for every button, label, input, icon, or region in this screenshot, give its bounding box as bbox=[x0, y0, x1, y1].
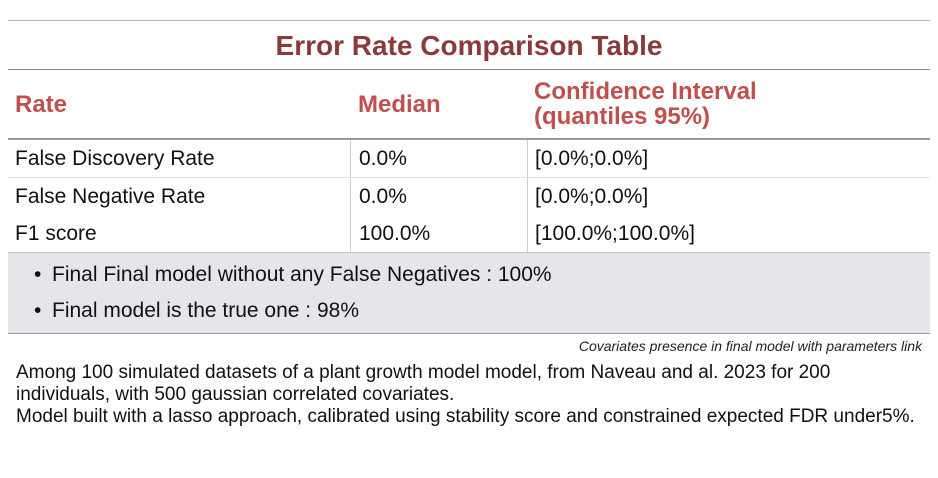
row-rate: False Negative Rate bbox=[15, 184, 206, 208]
row-rate: False Discovery Rate bbox=[15, 146, 215, 170]
error-rate-table: Error Rate Comparison Table Rate Median … bbox=[8, 20, 930, 354]
top-rule bbox=[8, 20, 930, 21]
bullet-icon: • bbox=[34, 299, 42, 322]
row-separator bbox=[8, 177, 930, 178]
table-caption: Covariates presence in final model with … bbox=[578, 338, 922, 354]
table-title: Error Rate Comparison Table bbox=[275, 30, 663, 61]
ci-header-line2: (quantiles 95%) bbox=[534, 103, 711, 130]
header-bottom-rule bbox=[8, 138, 930, 140]
column-header-median: Median bbox=[358, 90, 441, 118]
footnote: Among 100 simulated datasets of a plant … bbox=[16, 362, 916, 428]
bullet-icon: • bbox=[34, 263, 42, 286]
table-row: F1 score 100.0% [100.0%;100.0%] bbox=[8, 215, 930, 252]
ci-header-line1: Confidence Interval bbox=[534, 78, 757, 105]
table-header-row: Rate Median Confidence Interval (quantil… bbox=[8, 70, 930, 138]
row-median: 0.0% bbox=[350, 140, 527, 177]
note-item: • Final Final model without any False Neg… bbox=[34, 257, 930, 293]
summary-notes: • Final Final model without any False Neg… bbox=[8, 252, 930, 334]
note-text: Final Final model without any False Nega… bbox=[52, 263, 552, 286]
table-row: False Negative Rate 0.0% [0.0%;0.0%] bbox=[8, 178, 930, 215]
row-confidence-interval: [100.0%;100.0%] bbox=[527, 215, 930, 252]
row-median: 100.0% bbox=[350, 215, 527, 252]
row-confidence-interval: [0.0%;0.0%] bbox=[527, 140, 930, 177]
column-header-confidence-interval: Confidence Interval (quantiles 95%) bbox=[527, 79, 930, 129]
footnote-line1: Among 100 simulated datasets of a plant … bbox=[16, 362, 831, 405]
header-rule bbox=[8, 69, 930, 70]
row-rate: F1 score bbox=[15, 221, 97, 245]
row-confidence-interval: [0.0%;0.0%] bbox=[527, 178, 930, 215]
note-item: • Final model is the true one : 98% bbox=[34, 293, 930, 329]
row-median: 0.0% bbox=[350, 178, 527, 215]
column-header-rate: Rate bbox=[15, 90, 68, 118]
note-text: Final model is the true one : 98% bbox=[52, 299, 360, 322]
table-row: False Discovery Rate 0.0% [0.0%;0.0%] bbox=[8, 140, 930, 177]
footnote-line2: Model built with a lasso approach, calib… bbox=[16, 406, 915, 427]
